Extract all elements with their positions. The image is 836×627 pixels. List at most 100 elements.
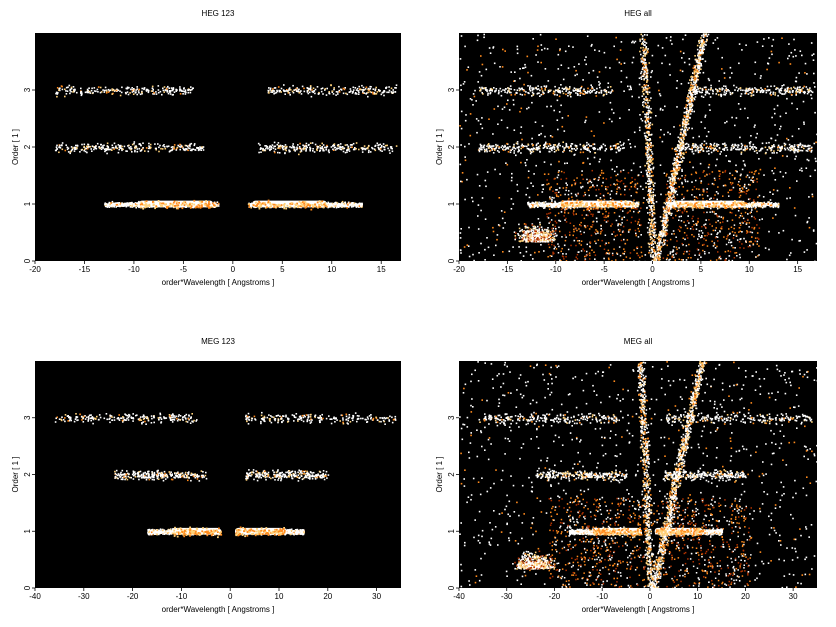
- event-point: [273, 203, 276, 206]
- event-point: [692, 81, 695, 83]
- event-point: [296, 146, 298, 149]
- event-point: [674, 167, 676, 170]
- event-point: [352, 86, 355, 89]
- event-point: [650, 202, 653, 204]
- event-point: [770, 50, 773, 53]
- event-point: [660, 220, 663, 222]
- event-point: [338, 204, 340, 207]
- event-point: [180, 146, 182, 148]
- event-point: [121, 86, 123, 89]
- event-point: [460, 127, 463, 130]
- event-point: [197, 206, 200, 209]
- event-point: [535, 54, 537, 56]
- event-point: [665, 221, 667, 224]
- event-point: [480, 209, 482, 212]
- event-point: [505, 162, 507, 164]
- event-point: [134, 149, 136, 152]
- event-point: [358, 85, 360, 88]
- event-point: [645, 186, 647, 189]
- event-point: [328, 149, 330, 151]
- event-point: [700, 256, 702, 258]
- event-point: [650, 191, 653, 194]
- event-point: [665, 200, 668, 202]
- event-point: [554, 200, 556, 203]
- event-point: [532, 258, 534, 260]
- event-point: [743, 163, 746, 166]
- event-point: [300, 204, 303, 207]
- event-point: [525, 250, 528, 253]
- event-point: [486, 237, 488, 239]
- event-point: [645, 169, 648, 172]
- event-point: [76, 145, 79, 147]
- event-point: [115, 146, 117, 149]
- event-point: [184, 89, 187, 91]
- event-point: [150, 146, 152, 149]
- event-point: [498, 151, 500, 153]
- event-point: [513, 129, 516, 131]
- event-point: [460, 180, 462, 183]
- event-point: [318, 205, 320, 208]
- event-point: [646, 155, 649, 158]
- event-point: [179, 93, 182, 95]
- event-point: [527, 106, 530, 109]
- event-point: [347, 201, 350, 204]
- event-point: [336, 201, 338, 204]
- event-point: [141, 92, 143, 95]
- event-point: [258, 151, 260, 154]
- event-point: [279, 205, 282, 207]
- event-point: [121, 149, 123, 152]
- event-point: [111, 200, 114, 203]
- event-point: [651, 242, 654, 245]
- event-point: [252, 204, 255, 207]
- event-point: [135, 91, 137, 93]
- event-point: [557, 68, 560, 70]
- event-point: [165, 203, 167, 206]
- event-point: [83, 145, 85, 148]
- event-point: [640, 78, 643, 80]
- event-point: [314, 92, 316, 95]
- event-point: [201, 200, 204, 203]
- event-point: [103, 144, 105, 147]
- event-point: [388, 89, 391, 92]
- event-point: [196, 205, 199, 208]
- event-point: [518, 246, 520, 248]
- event-point: [670, 181, 672, 183]
- event-point: [73, 150, 76, 152]
- event-point: [259, 204, 261, 206]
- event-point: [129, 147, 131, 150]
- event-point: [194, 206, 197, 209]
- event-point: [689, 97, 692, 99]
- event-point: [157, 143, 159, 145]
- event-point: [341, 203, 343, 206]
- event-point: [653, 208, 656, 211]
- event-point: [309, 147, 312, 150]
- event-point: [815, 141, 817, 144]
- event-point: [703, 86, 706, 89]
- event-point: [340, 202, 343, 204]
- event-point: [561, 117, 564, 119]
- event-point: [476, 39, 479, 42]
- event-point: [209, 206, 211, 209]
- event-point: [664, 105, 666, 108]
- event-point: [641, 90, 644, 93]
- event-point: [116, 147, 118, 150]
- event-point: [295, 204, 297, 207]
- event-point: [304, 206, 307, 209]
- event-point: [628, 109, 630, 111]
- event-point: [643, 197, 645, 199]
- event-point: [754, 73, 756, 75]
- event-point: [108, 148, 111, 151]
- event-point: [151, 85, 154, 88]
- event-point: [167, 85, 169, 88]
- event-point: [647, 100, 649, 102]
- event-point: [339, 205, 342, 207]
- event-point: [358, 202, 361, 205]
- event-point: [638, 83, 641, 86]
- event-point: [660, 129, 662, 131]
- event-point: [675, 148, 677, 150]
- event-point: [557, 53, 560, 56]
- event-point: [148, 142, 150, 145]
- event-point: [707, 33, 710, 36]
- event-point: [784, 172, 787, 174]
- event-point: [642, 73, 645, 76]
